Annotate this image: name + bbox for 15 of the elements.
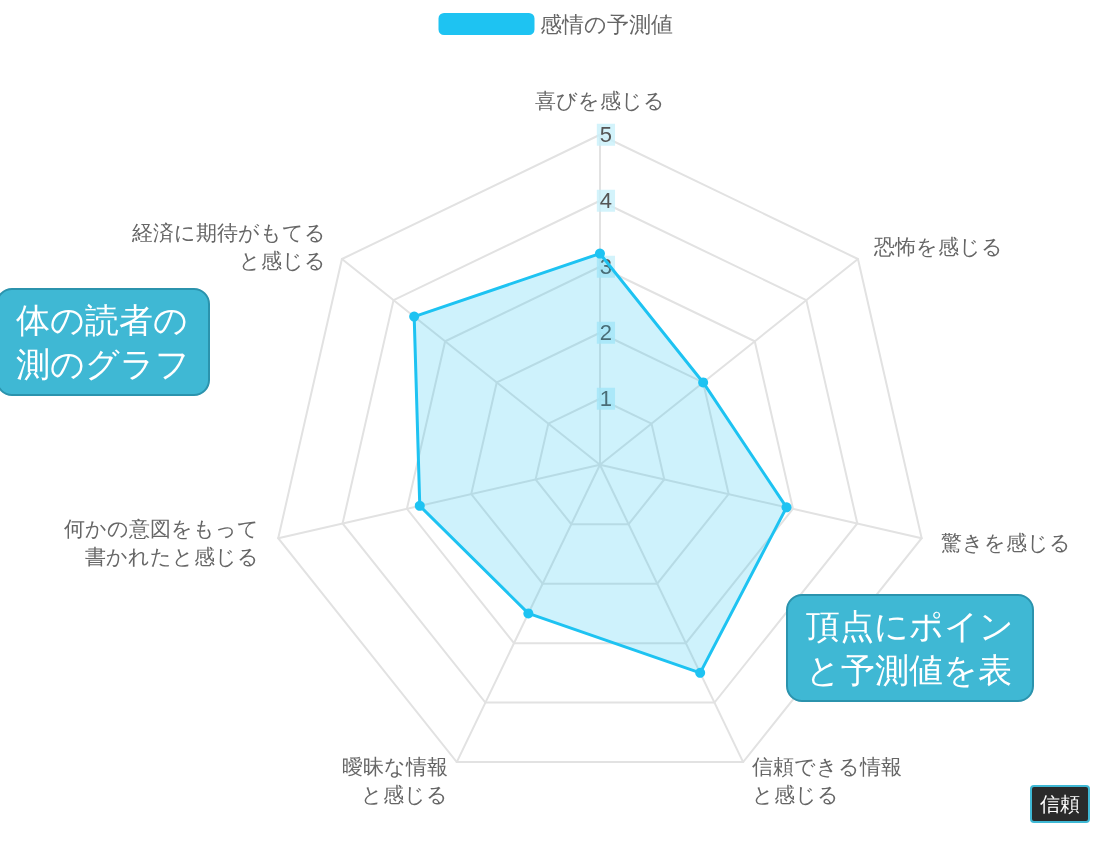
spoke-label: 恐怖を感じる [872,235,1003,259]
y-tick-label: 5 [599,122,613,148]
spoke-label: 喜びを感じる [534,89,665,113]
spoke-label: 驚きを感じる [941,531,1072,555]
y-tick-label: 2 [599,320,613,346]
y-tick-label: 1 [599,386,613,412]
y-tick-label: 4 [599,188,613,214]
spoke-label: 信頼できる情報と感じる [751,754,902,806]
legend-label: 感情の予測値 [539,11,673,37]
text: 頂点にポインと予測値を表 [786,594,1034,703]
spoke-label: 何かの意図をもって書かれたと感じる [63,517,259,569]
text: 体の読者の測のグラフ [0,288,210,397]
spoke-label: 曖昧な情報と感じる [342,754,449,806]
spoke-label: 経済に期待がもてると感じる [131,221,327,273]
text: 信頼 [1030,785,1090,823]
